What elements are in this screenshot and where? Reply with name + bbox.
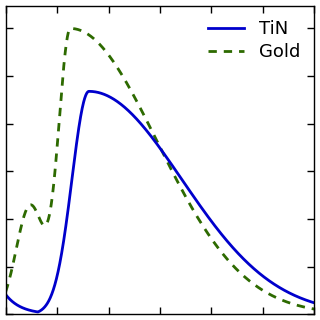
TiN [146,130,150,134]
TiN [36,310,40,314]
Gold [4,290,7,294]
TiN [313,301,316,305]
Gold [304,305,308,309]
TiN [20,305,23,309]
Legend: TiN, Gold: TiN, Gold [203,15,305,67]
Gold [146,121,150,124]
TiN [154,141,158,145]
Gold [68,27,72,30]
TiN [247,262,251,266]
Gold [247,278,251,282]
Gold [154,137,158,141]
Gold [304,305,308,309]
Gold [313,307,316,311]
Line: Gold: Gold [5,28,315,309]
Line: TiN: TiN [5,91,315,312]
Gold [20,224,23,228]
TiN [304,298,308,302]
TiN [4,292,7,296]
TiN [87,89,91,93]
TiN [304,298,308,302]
